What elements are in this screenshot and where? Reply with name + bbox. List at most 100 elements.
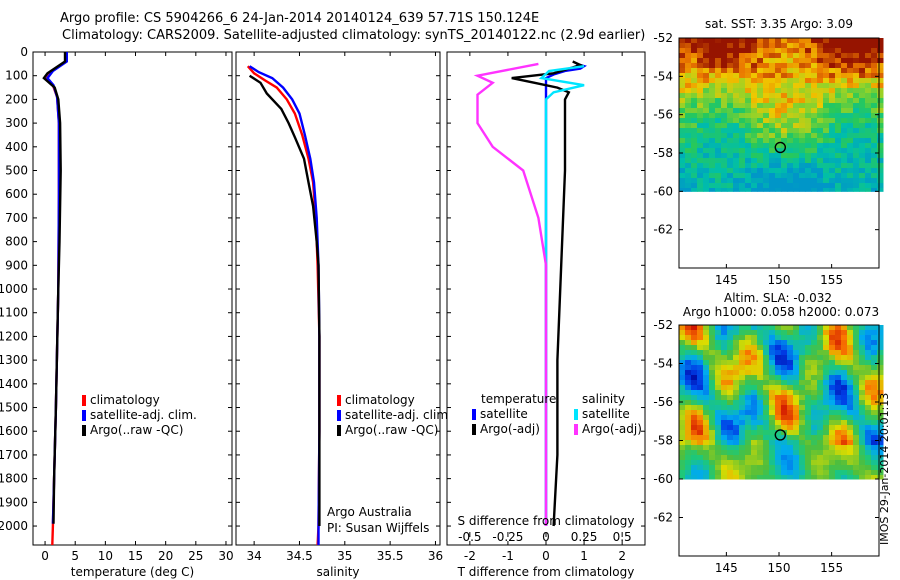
sst-cell bbox=[745, 48, 752, 54]
sla-cell bbox=[757, 330, 764, 336]
sst-cell bbox=[823, 183, 830, 189]
sst-cell bbox=[751, 188, 758, 192]
sst-cell bbox=[871, 83, 878, 89]
sla-cell bbox=[853, 330, 860, 336]
sla-cell bbox=[799, 365, 806, 371]
sst-cell bbox=[763, 138, 770, 144]
sla-cell bbox=[751, 365, 758, 371]
sla-cell bbox=[787, 460, 794, 466]
sla-cell bbox=[757, 415, 764, 421]
sst-cell bbox=[721, 143, 728, 149]
sst-cell bbox=[763, 78, 770, 84]
sla-cell bbox=[871, 355, 878, 361]
sla-cell bbox=[787, 435, 794, 441]
sst-cell bbox=[679, 58, 686, 64]
sla-cell bbox=[835, 325, 842, 331]
sla-cell bbox=[691, 360, 698, 366]
sst-cell bbox=[697, 183, 704, 189]
sla-cell bbox=[679, 380, 686, 386]
sst-cell bbox=[679, 148, 686, 154]
sla-cell bbox=[859, 385, 866, 391]
sst-cell bbox=[763, 188, 770, 192]
sla-cell bbox=[805, 435, 812, 441]
sla-cell bbox=[841, 420, 848, 426]
difference-salinity-legend-swatch bbox=[574, 424, 578, 435]
sla-cell bbox=[853, 420, 860, 426]
sla-cell bbox=[769, 460, 776, 466]
sla-cell bbox=[781, 370, 788, 376]
sst-cell bbox=[703, 178, 710, 184]
sla-cell bbox=[823, 370, 830, 376]
sst-cell bbox=[721, 68, 728, 74]
sst-cell bbox=[859, 183, 866, 189]
difference-temperature-legend-label: Argo(-adj) bbox=[480, 422, 540, 436]
sst-cell bbox=[721, 43, 728, 49]
sst-cell bbox=[751, 78, 758, 84]
sla-cell bbox=[829, 325, 836, 331]
sla-cell bbox=[877, 470, 884, 476]
sst-cell bbox=[841, 108, 848, 114]
sst-cell bbox=[805, 188, 812, 192]
sla-cell bbox=[697, 340, 704, 346]
sla-cell bbox=[739, 355, 746, 361]
sst-cell bbox=[709, 43, 716, 49]
sla-cell bbox=[763, 345, 770, 351]
sst-cell bbox=[721, 48, 728, 54]
sst-cell bbox=[733, 178, 740, 184]
sla-cell bbox=[733, 470, 740, 476]
sst-cell bbox=[703, 133, 710, 139]
sla-cell bbox=[727, 400, 734, 406]
sla-cell bbox=[685, 450, 692, 456]
sla-cell bbox=[799, 435, 806, 441]
sla-map-title-line2: Argo h1000: 0.058 h2000: 0.073 bbox=[683, 305, 879, 319]
sst-cell bbox=[835, 53, 842, 59]
sst-cell bbox=[805, 143, 812, 149]
sst-cell bbox=[763, 83, 770, 89]
sst-cell bbox=[697, 153, 704, 159]
sst-cell bbox=[829, 148, 836, 154]
sla-cell bbox=[841, 455, 848, 461]
temperature-ytick-label: 1700 bbox=[0, 448, 28, 462]
sla-cell bbox=[787, 325, 794, 331]
sst-cell bbox=[793, 78, 800, 84]
sla-cell bbox=[727, 415, 734, 421]
sst-cell bbox=[691, 178, 698, 184]
sst-cell bbox=[829, 143, 836, 149]
sla-cell bbox=[871, 470, 878, 476]
sla-cell bbox=[781, 335, 788, 341]
sst-cell bbox=[733, 168, 740, 174]
sst-cell bbox=[841, 118, 848, 124]
sla-cell bbox=[715, 380, 722, 386]
sst-cell bbox=[871, 183, 878, 189]
sla-cell bbox=[877, 370, 884, 376]
sla-cell bbox=[781, 465, 788, 471]
sst-cell bbox=[763, 153, 770, 159]
sla-cell bbox=[739, 325, 746, 331]
sst-cell bbox=[745, 143, 752, 149]
sst-cell bbox=[871, 138, 878, 144]
sla-cell bbox=[859, 415, 866, 421]
sst-cell bbox=[685, 43, 692, 49]
sst-cell bbox=[817, 158, 824, 164]
sst-cell bbox=[757, 98, 764, 104]
sla-cell bbox=[757, 435, 764, 441]
sla-cell bbox=[691, 400, 698, 406]
sst-cell bbox=[709, 143, 716, 149]
sla-cell bbox=[721, 420, 728, 426]
sst-cell bbox=[781, 108, 788, 114]
sst-cell bbox=[685, 48, 692, 54]
sla-cell bbox=[721, 335, 728, 341]
sla-cell bbox=[817, 440, 824, 446]
sst-cell bbox=[853, 118, 860, 124]
sst-cell bbox=[715, 103, 722, 109]
sla-cell bbox=[727, 325, 734, 331]
temperature-ytick-label: 300 bbox=[5, 116, 28, 130]
sst-cell bbox=[811, 118, 818, 124]
sla-cell bbox=[757, 410, 764, 416]
sla-cell bbox=[757, 385, 764, 391]
sst-cell bbox=[733, 188, 740, 192]
sla-cell bbox=[823, 450, 830, 456]
sla-cell bbox=[805, 410, 812, 416]
sst-cell bbox=[757, 138, 764, 144]
sst-cell bbox=[679, 168, 686, 174]
